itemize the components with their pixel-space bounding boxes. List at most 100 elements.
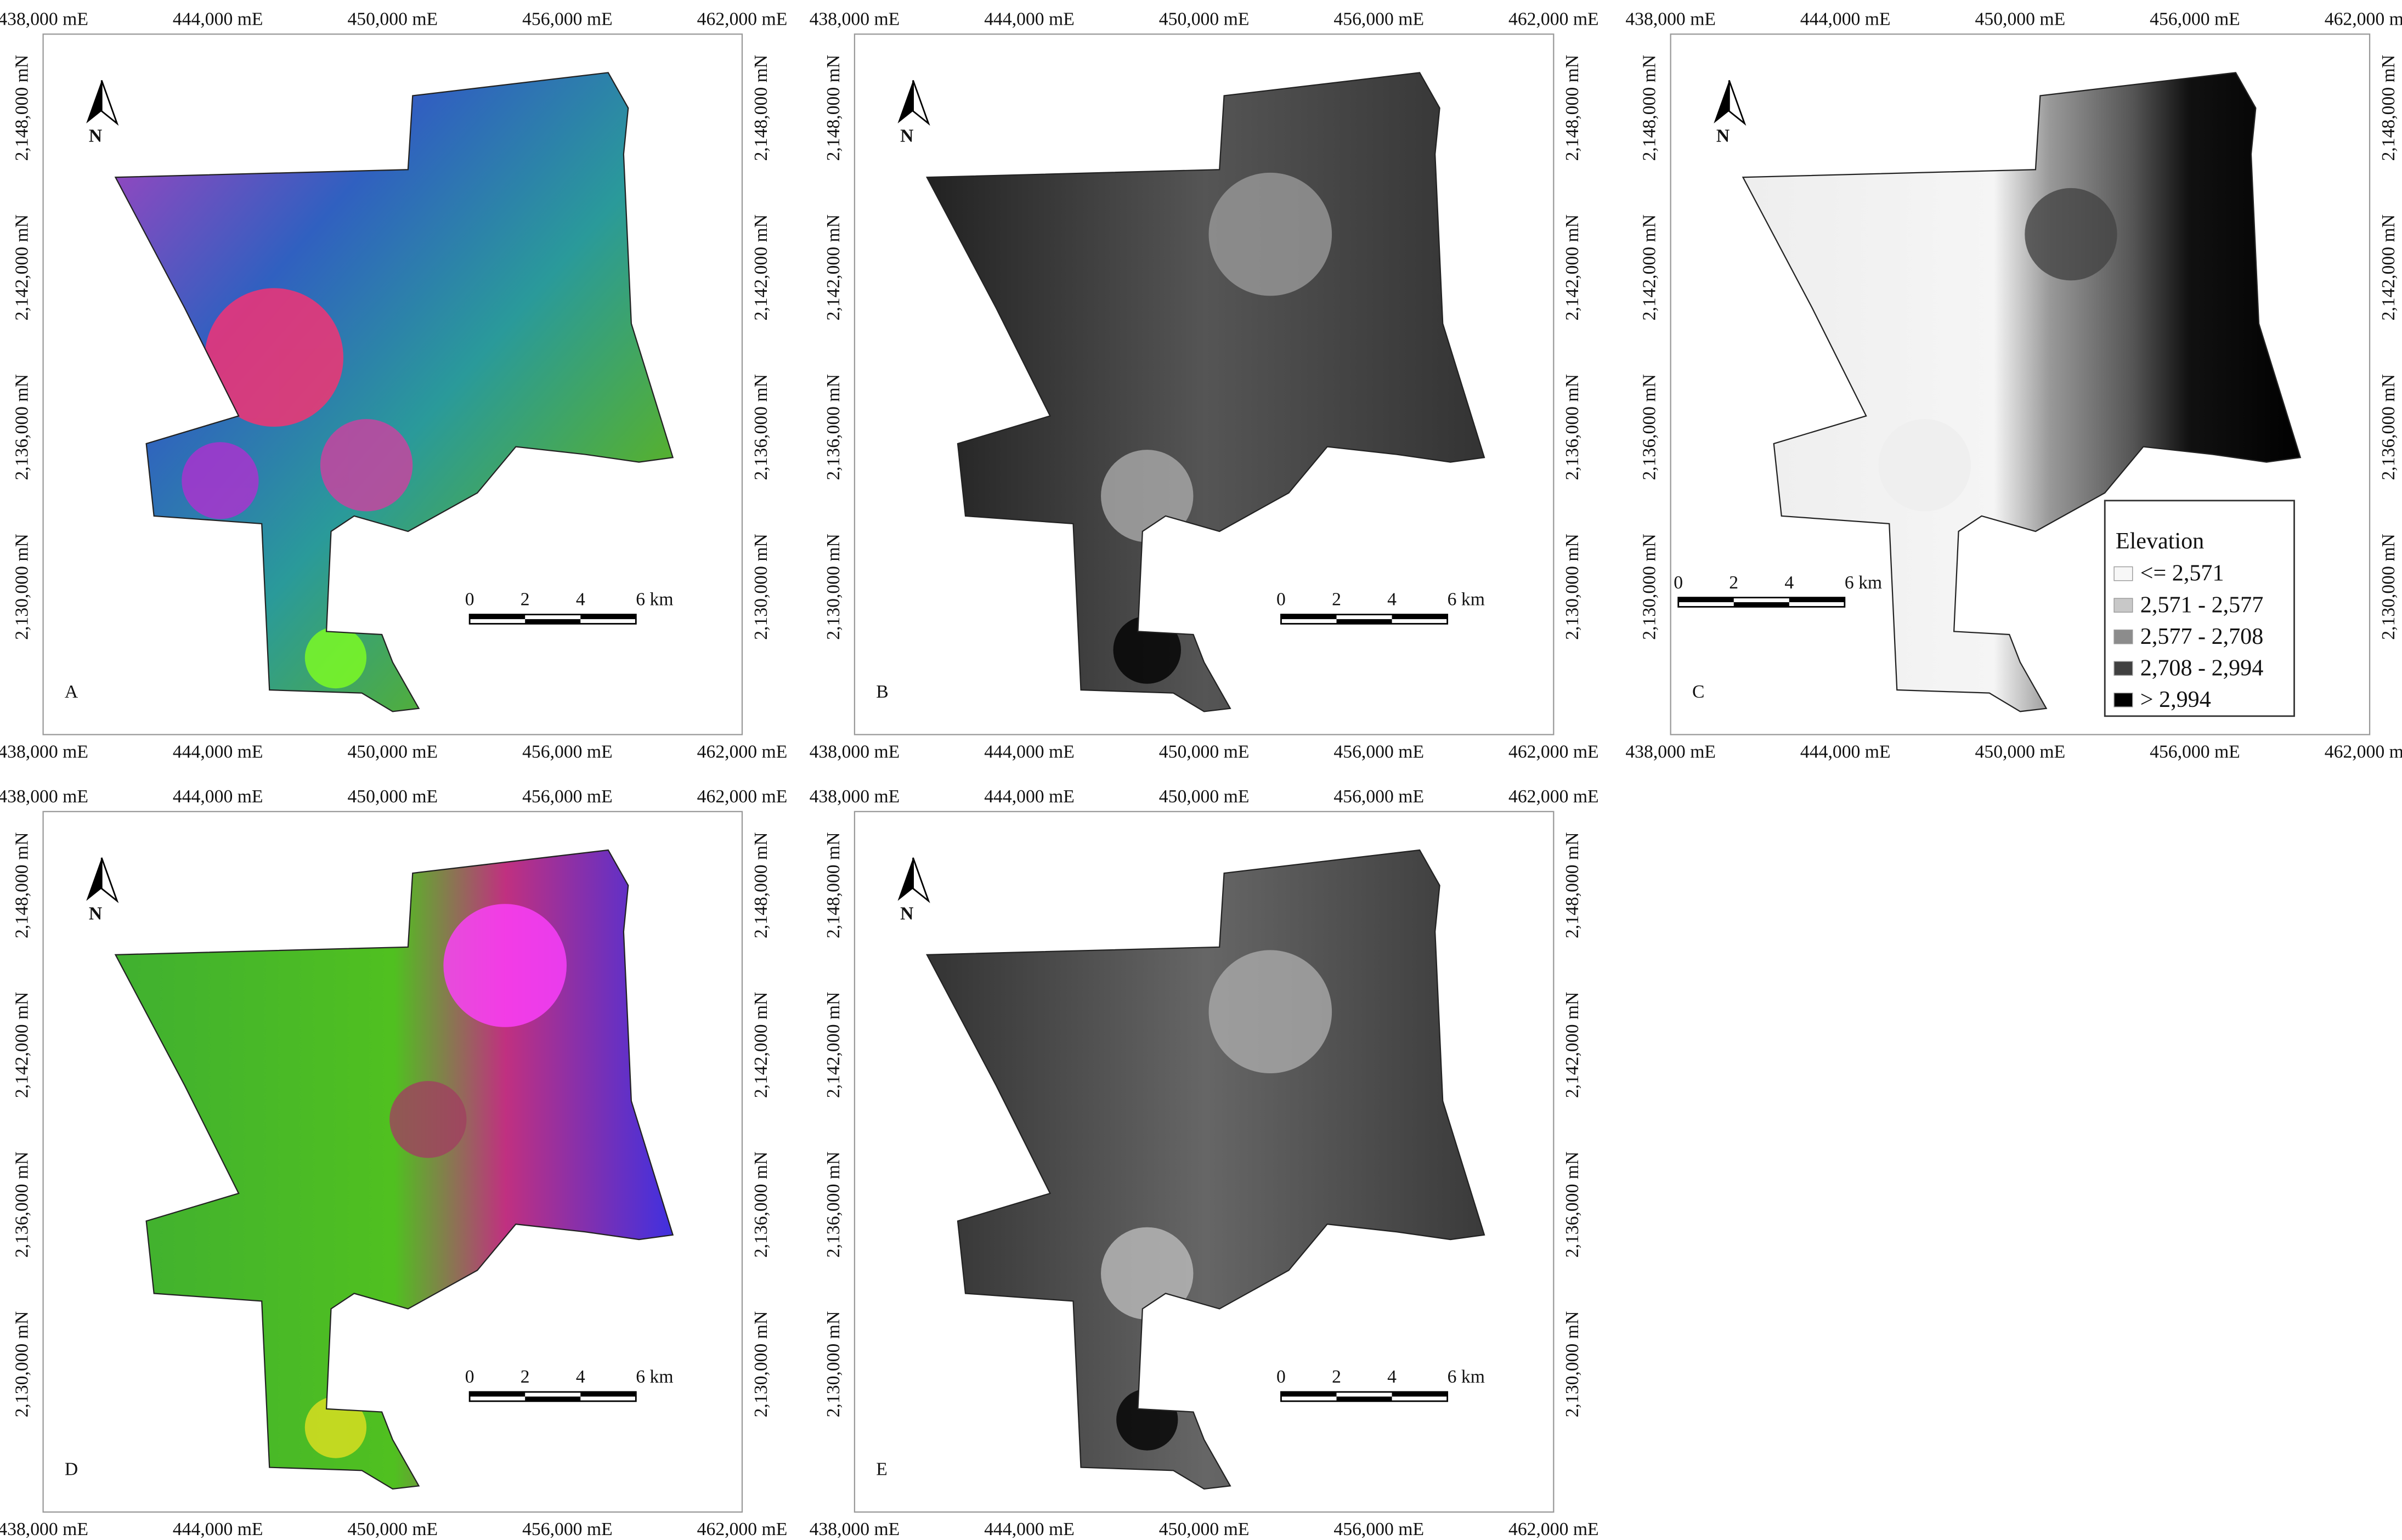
north-label: N [900,126,913,146]
y-coord-label-right: 2,142,000 mN [751,214,771,321]
texture-patch [1113,616,1182,684]
scale-bar-seg [1392,1392,1448,1397]
map-panel: 438,000 mE 438,000 mE 444,000 mE 444,000 mE… [810,786,1599,1539]
x-coord-label-bottom: 438,000 mE [810,1519,900,1539]
x-coord-label-bottom: 462,000 mE [1508,742,1599,762]
texture-patch [389,1081,467,1158]
x-coord-label-bottom: 450,000 mE [347,742,438,762]
texture-patch [1208,172,1332,296]
scale-bar-seg [580,1392,636,1397]
x-coord-label-top: 450,000 mE [347,9,438,29]
x-coord-label-top: 450,000 mE [1159,9,1250,29]
x-coord-label-bottom: 462,000 mE [697,1519,788,1539]
y-coord-label-left: 2,136,000 mN [12,374,32,480]
y-coord-label-left: 2,148,000 mN [1640,55,1660,161]
x-coord-label-top: 462,000 mE [1508,786,1599,807]
x-coord-label-top: 444,000 mE [173,786,263,807]
scale-bar-seg [525,619,581,624]
texture-patch [443,904,567,1027]
x-coord-label-bottom: 456,000 mE [522,1519,613,1539]
district-border [114,72,674,712]
y-coord-label-right: 2,148,000 mN [751,55,771,161]
scale-label: 4 [576,1367,585,1387]
y-coord-label-left: 2,142,000 mN [823,214,844,321]
north-arrow [897,80,913,124]
texture-patch [304,626,367,689]
x-coord-label-top: 456,000 mE [2150,9,2240,29]
x-coord-label-bottom: 450,000 mE [1159,742,1250,762]
y-coord-label-left: 2,142,000 mN [1640,214,1660,321]
district-fill [1743,72,2301,712]
panel-letter: B [876,682,888,702]
y-coord-label-left: 2,136,000 mN [823,374,844,480]
scale-label: 6 km [636,590,673,610]
x-coord-label-bottom: 438,000 mE [0,742,88,762]
y-coord-label-right: 2,130,000 mN [2378,534,2399,640]
north-arrow-half [912,80,930,126]
x-coord-label-bottom: 438,000 mE [1625,742,1716,762]
x-coord-label-top: 444,000 mE [984,9,1075,29]
x-coord-label-bottom: 444,000 mE [173,742,263,762]
scale-label: 0 [1674,573,1683,593]
y-coord-label-right: 2,142,000 mN [1562,214,1583,321]
legend: Elevation <= 2,571 2,571 - 2,577 2,577 - 2,… [2104,500,2295,717]
legend-swatch [2113,661,2133,676]
x-coord-label-bottom: 444,000 mE [1800,742,1891,762]
x-coord-label-top: 438,000 mE [0,786,88,807]
x-coord-label-top: 462,000 mE [1508,9,1599,29]
y-coord-label-left: 2,130,000 mN [823,534,844,640]
north-arrow-half [912,857,930,903]
panel-frame [854,33,1555,735]
scale-label: 4 [1387,590,1397,610]
scale-label: 6 km [1448,590,1485,610]
x-coord-label-top: 444,000 mE [173,9,263,29]
y-coord-label-left: 2,136,000 mN [823,1152,844,1258]
legend-label: 2,708 - 2,994 [2140,655,2264,681]
north-label: N [900,903,913,924]
scale-label: 6 km [636,1367,673,1387]
district-fill [926,72,1484,712]
texture-patch [182,442,259,519]
scale-bar-seg [1281,1392,1337,1397]
x-coord-label-bottom: 462,000 mE [2325,742,2402,762]
north-arrow-half [100,80,119,126]
map-panel: 438,000 mE 438,000 mE 444,000 mE 444,000 mE… [810,9,1599,762]
y-coord-label-right: 2,136,000 mN [2378,374,2399,480]
x-coord-label-top: 438,000 mE [810,9,900,29]
scale-bar-seg [1678,597,1734,603]
north-arrow [1714,80,1730,124]
y-coord-label-left: 2,142,000 mN [12,992,32,1099]
y-coord-label-right: 2,130,000 mN [751,1311,771,1418]
legend-swatch [2113,692,2133,707]
scale-bar-seg [525,1396,581,1401]
texture [182,288,413,689]
map-panel: 438,000 mE 438,000 mE 444,000 mE 444,000 mE… [0,786,787,1539]
texture-patch [1878,418,1971,512]
texture-patch [205,288,343,427]
north-arrow-half [100,857,119,903]
texture-patch [304,1396,367,1458]
y-coord-label-left: 2,148,000 mN [12,55,32,161]
district-border [114,849,674,1490]
x-coord-label-bottom: 450,000 mE [1159,1519,1250,1539]
north-arrow [86,80,102,124]
y-coord-label-left: 2,130,000 mN [1640,534,1660,640]
x-coord-label-top: 462,000 mE [697,786,788,807]
scale-label: 4 [1784,573,1794,593]
panel-frame [42,811,743,1513]
y-coord-label-right: 2,130,000 mN [1562,1311,1583,1418]
x-coord-label-bottom: 456,000 mE [2150,742,2240,762]
scale-bar-seg [1392,614,1448,619]
x-coord-label-top: 438,000 mE [0,9,88,29]
district-border [926,72,1485,712]
x-coord-label-bottom: 462,000 mE [1508,1519,1599,1539]
texture [304,904,567,1458]
texture-patch [1975,570,2013,607]
y-coord-label-right: 2,142,000 mN [2378,214,2399,321]
legend-label: 2,577 - 2,708 [2140,624,2264,649]
x-coord-label-top: 456,000 mE [1333,786,1424,807]
y-coord-label-left: 2,136,000 mN [1640,374,1660,480]
north-arrow [86,858,102,901]
district-border [926,849,1485,1490]
scale-bar-seg [470,614,525,619]
